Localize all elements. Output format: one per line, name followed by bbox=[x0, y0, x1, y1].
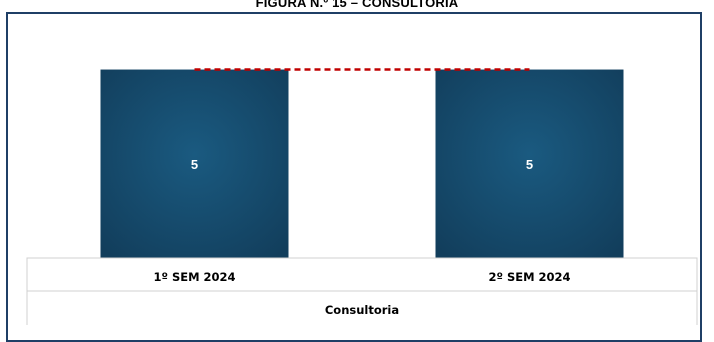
figure-title: FIGURA N.º 15 – CONSULTORIA bbox=[255, 0, 459, 10]
bar-1 bbox=[100, 69, 289, 259]
data-label-1: 5 bbox=[191, 157, 198, 172]
bar-chart: 5 1º SEM 2024 5 2º SEM 2024 Consultoria bbox=[26, 68, 698, 325]
bar-2 bbox=[435, 69, 624, 259]
data-label-2: 5 bbox=[526, 157, 533, 172]
category-label-2: 2º SEM 2024 bbox=[488, 270, 570, 284]
group-label: Consultoria bbox=[325, 303, 399, 317]
category-label-1: 1º SEM 2024 bbox=[153, 270, 235, 284]
